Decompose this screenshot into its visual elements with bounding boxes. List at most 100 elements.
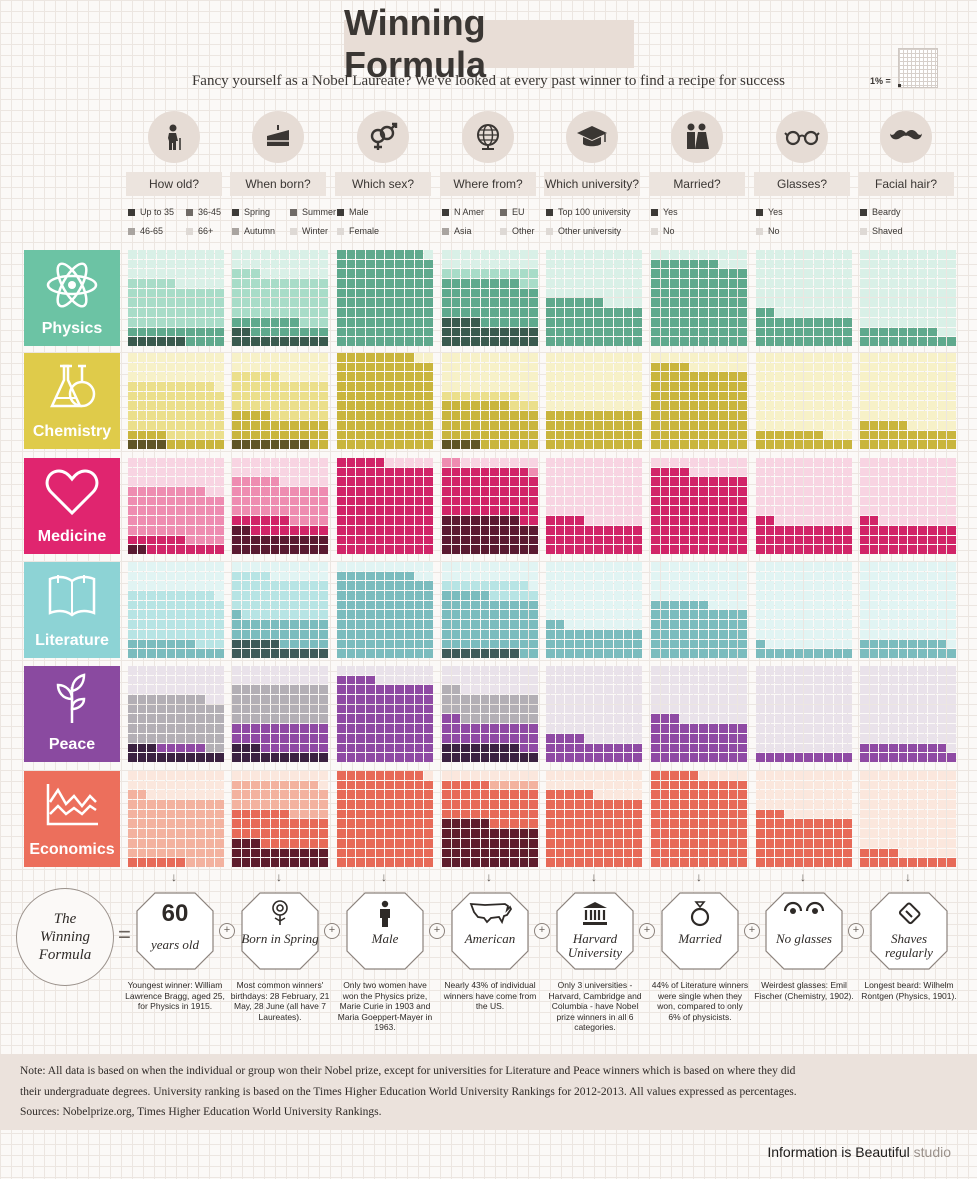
waffle-square — [337, 288, 346, 298]
waffle-square — [814, 838, 823, 848]
waffle-square — [756, 317, 765, 327]
waffle-square — [366, 610, 375, 620]
waffle-square — [385, 535, 395, 545]
waffle-square — [442, 581, 451, 591]
waffle-square — [804, 809, 814, 819]
waffle-square — [718, 362, 728, 372]
waffle-square — [689, 733, 699, 743]
waffle-square — [519, 591, 529, 600]
waffle-square — [232, 279, 241, 288]
waffle-square — [869, 288, 879, 298]
waffle-square — [670, 610, 680, 620]
waffle-square — [166, 704, 176, 714]
waffle-square — [270, 327, 280, 337]
waffle-square — [147, 420, 157, 430]
waffle-square — [927, 771, 937, 780]
scale-grid — [898, 48, 938, 88]
waffle-square — [509, 545, 519, 554]
waffle-square — [860, 327, 869, 337]
waffle-square — [280, 562, 290, 571]
waffle-square — [833, 571, 843, 581]
formula-item: 60 years old — [136, 892, 214, 970]
waffle-square — [205, 600, 215, 610]
waffle-square — [519, 477, 529, 487]
waffle-square — [500, 733, 509, 743]
waffle-square — [623, 259, 633, 269]
waffle-square — [918, 516, 927, 525]
waffle-square — [833, 259, 843, 269]
waffle-square — [775, 858, 785, 867]
waffle-square — [137, 649, 147, 658]
waffle-square — [395, 317, 404, 327]
waffle-square — [157, 743, 166, 753]
waffle-square — [414, 620, 424, 629]
waffle-square — [633, 666, 642, 675]
waffle-square — [157, 629, 166, 639]
waffle-square — [738, 591, 747, 600]
waffle-square — [633, 317, 642, 327]
waffle-square — [205, 704, 215, 714]
waffle-square — [765, 714, 775, 724]
waffle-square — [261, 430, 270, 440]
waffle-square — [166, 535, 176, 545]
waffle-square — [584, 743, 594, 753]
waffle-square — [241, 467, 251, 477]
waffle-square — [718, 649, 728, 658]
waffle-square — [604, 562, 613, 571]
waffle-square — [128, 800, 137, 809]
waffle-square — [860, 269, 869, 279]
waffle-square — [176, 581, 186, 591]
waffle-square — [232, 458, 241, 467]
waffle-square — [898, 401, 908, 411]
waffle-square — [728, 420, 738, 430]
waffle-square — [869, 714, 879, 724]
waffle-square — [565, 571, 575, 581]
waffle-square — [366, 629, 375, 639]
waffle-square — [689, 704, 699, 714]
waffle-square — [529, 610, 538, 620]
waffle-square — [879, 685, 889, 695]
waffle-square — [699, 771, 709, 780]
waffle-square — [366, 675, 375, 685]
waffle-square — [147, 771, 157, 780]
waffle-square — [879, 809, 889, 819]
waffle-square — [565, 800, 575, 809]
waffle-square — [251, 467, 261, 477]
waffle-square — [584, 259, 594, 269]
waffle-square — [604, 353, 613, 362]
waffle-peace-married — [651, 666, 747, 762]
waffle-square — [785, 288, 794, 298]
waffle-square — [843, 411, 852, 420]
waffle-square — [176, 279, 186, 288]
waffle-square — [232, 327, 241, 337]
waffle-square — [670, 838, 680, 848]
waffle-square — [261, 666, 270, 675]
waffle-square — [584, 581, 594, 591]
waffle-square — [660, 337, 670, 346]
waffle-square — [241, 535, 251, 545]
waffle-square — [918, 458, 927, 467]
waffle-square — [195, 288, 205, 298]
waffle-square — [584, 780, 594, 790]
waffle-square — [604, 250, 613, 259]
waffle-square — [947, 496, 956, 506]
waffle-square — [889, 675, 898, 685]
waffle-square — [651, 382, 660, 391]
waffle-square — [651, 848, 660, 858]
book-icon — [44, 569, 100, 632]
waffle-square — [889, 269, 898, 279]
waffle-square — [947, 362, 956, 372]
waffle-square — [918, 477, 927, 487]
waffle-square — [480, 790, 490, 800]
waffle-square — [660, 317, 670, 327]
waffle-square — [461, 259, 471, 269]
waffle-square — [451, 525, 461, 535]
waffle-square — [738, 809, 747, 819]
waffle-square — [794, 753, 804, 762]
waffle-square — [794, 535, 804, 545]
waffle-square — [290, 600, 299, 610]
waffle-square — [604, 440, 613, 449]
waffle-square — [385, 250, 395, 259]
waffle-square — [785, 790, 794, 800]
waffle-square — [490, 610, 500, 620]
